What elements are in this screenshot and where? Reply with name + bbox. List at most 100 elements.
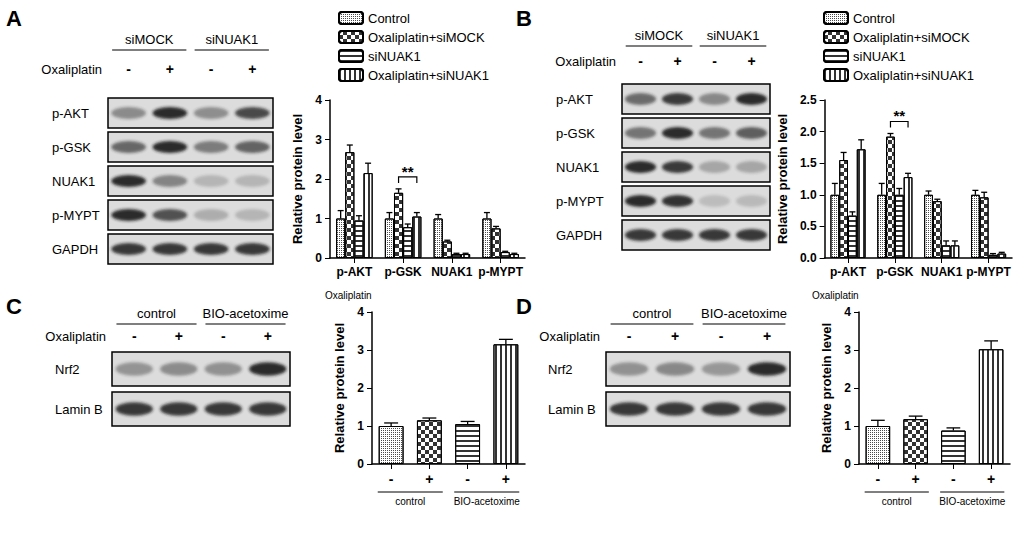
svg-text:0: 0 bbox=[315, 251, 322, 265]
svg-text:0.5: 0.5 bbox=[800, 219, 817, 233]
svg-text:-: - bbox=[876, 471, 881, 487]
svg-text:1: 1 bbox=[844, 419, 851, 433]
svg-text:Relative protein level: Relative protein level bbox=[819, 323, 834, 453]
svg-text:p-AKT: p-AKT bbox=[556, 92, 593, 107]
svg-text:B: B bbox=[516, 6, 532, 31]
svg-text:Oxaliplatin: Oxaliplatin bbox=[539, 329, 600, 344]
svg-text:NUAK1: NUAK1 bbox=[921, 265, 963, 279]
svg-text:4: 4 bbox=[357, 305, 364, 319]
svg-text:A: A bbox=[6, 6, 22, 31]
svg-text:BIO-acetoxime: BIO-acetoxime bbox=[701, 306, 787, 321]
svg-text:2: 2 bbox=[315, 172, 322, 186]
svg-text:control: control bbox=[882, 496, 912, 507]
svg-text:Relative protein level: Relative protein level bbox=[290, 114, 305, 244]
svg-text:4: 4 bbox=[844, 305, 851, 319]
svg-text:1: 1 bbox=[315, 212, 322, 226]
svg-text:siMOCK: siMOCK bbox=[125, 32, 174, 47]
svg-text:+: + bbox=[673, 53, 681, 69]
svg-text:4: 4 bbox=[315, 93, 322, 107]
svg-text:1.0: 1.0 bbox=[800, 188, 817, 202]
svg-text:Oxaliplatin+siNUAK1: Oxaliplatin+siNUAK1 bbox=[853, 68, 974, 83]
svg-text:siNUAK1: siNUAK1 bbox=[707, 28, 760, 43]
svg-text:2: 2 bbox=[844, 381, 851, 395]
svg-text:+: + bbox=[264, 328, 272, 344]
svg-text:D: D bbox=[516, 294, 532, 319]
svg-text:siMOCK: siMOCK bbox=[635, 28, 684, 43]
svg-text:+: + bbox=[175, 328, 183, 344]
svg-text:Lamin B: Lamin B bbox=[548, 402, 596, 417]
svg-text:1: 1 bbox=[357, 419, 364, 433]
svg-text:0: 0 bbox=[844, 457, 851, 471]
svg-text:siNUAK1: siNUAK1 bbox=[205, 32, 258, 47]
svg-text:3: 3 bbox=[844, 343, 851, 357]
svg-text:control: control bbox=[632, 306, 671, 321]
svg-text:control: control bbox=[137, 306, 176, 321]
svg-text:3: 3 bbox=[357, 343, 364, 357]
svg-text:-: - bbox=[951, 471, 956, 487]
svg-text:Oxaliplatin: Oxaliplatin bbox=[45, 329, 106, 344]
svg-text:siNUAK1: siNUAK1 bbox=[853, 49, 906, 64]
svg-text:p-AKT: p-AKT bbox=[830, 265, 867, 279]
svg-text:Oxaliplatin+siMOCK: Oxaliplatin+siMOCK bbox=[368, 30, 485, 45]
svg-text:-: - bbox=[389, 471, 394, 487]
svg-text:control: control bbox=[395, 496, 425, 507]
svg-text:1.5: 1.5 bbox=[800, 156, 817, 170]
svg-text:-: - bbox=[465, 471, 470, 487]
svg-text:Relative protein level: Relative protein level bbox=[332, 323, 347, 453]
svg-text:+: + bbox=[747, 53, 755, 69]
svg-text:Nrf2: Nrf2 bbox=[548, 362, 573, 377]
svg-text:+: + bbox=[502, 471, 510, 487]
svg-text:-: - bbox=[627, 328, 632, 344]
svg-text:p-AKT: p-AKT bbox=[336, 265, 373, 279]
svg-text:2.5: 2.5 bbox=[800, 93, 817, 107]
svg-text:BIO-acetoxime: BIO-acetoxime bbox=[203, 306, 289, 321]
svg-text:-: - bbox=[209, 61, 214, 77]
svg-text:NUAK1: NUAK1 bbox=[431, 265, 473, 279]
svg-text:p-MYPT: p-MYPT bbox=[52, 208, 100, 223]
svg-text:p-GSK: p-GSK bbox=[876, 265, 914, 279]
svg-text:+: + bbox=[912, 471, 920, 487]
svg-text:**: ** bbox=[402, 163, 414, 180]
svg-text:Lamin B: Lamin B bbox=[55, 402, 103, 417]
svg-text:BIO-acetoxime: BIO-acetoxime bbox=[939, 496, 1006, 507]
svg-text:-: - bbox=[638, 53, 643, 69]
svg-text:BIO-acetoxime: BIO-acetoxime bbox=[454, 496, 521, 507]
svg-text:**: ** bbox=[893, 107, 905, 124]
svg-text:-: - bbox=[132, 328, 137, 344]
svg-text:Oxaliplatin: Oxaliplatin bbox=[555, 54, 616, 69]
svg-text:+: + bbox=[425, 471, 433, 487]
svg-text:-: - bbox=[126, 61, 131, 77]
svg-text:p-GSK: p-GSK bbox=[52, 140, 91, 155]
svg-text:NUAK1: NUAK1 bbox=[52, 174, 95, 189]
svg-text:p-MYPT: p-MYPT bbox=[556, 194, 604, 209]
svg-text:Control: Control bbox=[368, 11, 410, 26]
svg-text:2: 2 bbox=[357, 381, 364, 395]
svg-text:NUAK1: NUAK1 bbox=[556, 160, 599, 175]
svg-text:+: + bbox=[671, 328, 679, 344]
svg-text:+: + bbox=[763, 328, 771, 344]
svg-text:3: 3 bbox=[315, 133, 322, 147]
svg-text:p-GSK: p-GSK bbox=[556, 126, 595, 141]
svg-text:p-MYPT: p-MYPT bbox=[478, 265, 523, 279]
svg-text:Oxaliplatin+siNUAK1: Oxaliplatin+siNUAK1 bbox=[368, 68, 489, 83]
svg-text:GAPDH: GAPDH bbox=[52, 242, 98, 257]
svg-text:p-AKT: p-AKT bbox=[52, 106, 89, 121]
svg-text:GAPDH: GAPDH bbox=[556, 228, 602, 243]
svg-text:Nrf2: Nrf2 bbox=[55, 362, 80, 377]
svg-text:Oxaliplatin: Oxaliplatin bbox=[325, 290, 372, 301]
svg-text:2.0: 2.0 bbox=[800, 125, 817, 139]
svg-text:0.0: 0.0 bbox=[800, 251, 817, 265]
svg-text:0: 0 bbox=[357, 457, 364, 471]
svg-text:p-MYPT: p-MYPT bbox=[966, 265, 1011, 279]
svg-text:C: C bbox=[6, 294, 22, 319]
svg-text:Oxaliplatin: Oxaliplatin bbox=[41, 62, 102, 77]
svg-text:siNUAK1: siNUAK1 bbox=[368, 49, 421, 64]
svg-text:+: + bbox=[248, 61, 256, 77]
svg-text:-: - bbox=[221, 328, 226, 344]
svg-text:-: - bbox=[719, 328, 724, 344]
svg-text:+: + bbox=[987, 471, 995, 487]
svg-text:+: + bbox=[166, 61, 174, 77]
svg-text:Control: Control bbox=[853, 11, 895, 26]
svg-text:-: - bbox=[712, 53, 717, 69]
svg-text:p-GSK: p-GSK bbox=[384, 265, 422, 279]
